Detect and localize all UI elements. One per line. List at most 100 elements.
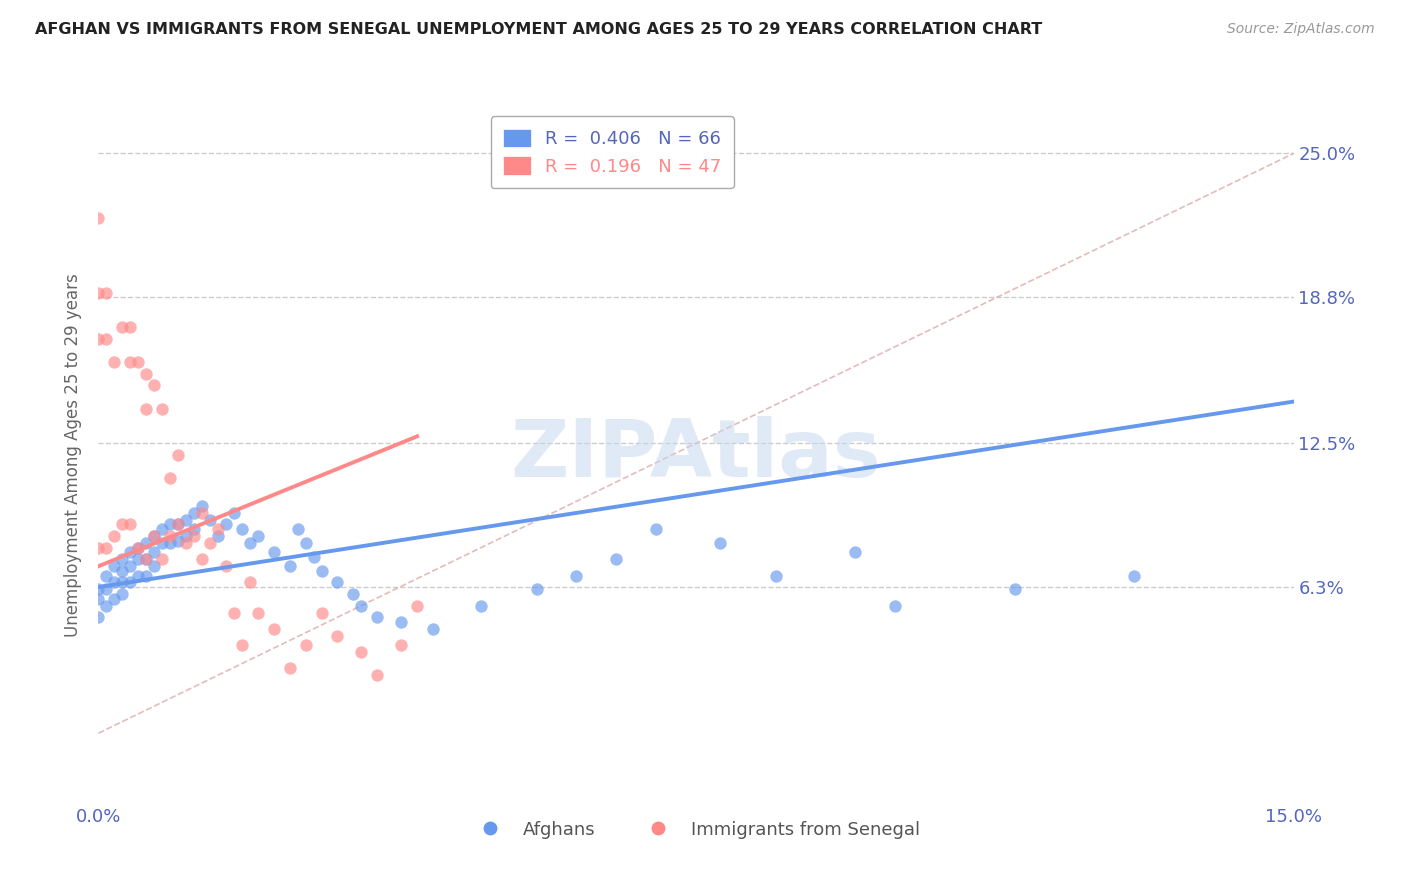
Point bbox=[246, 606, 269, 620]
Point bbox=[342, 587, 364, 601]
Point bbox=[120, 320, 142, 334]
Point bbox=[96, 599, 118, 613]
Point bbox=[263, 622, 285, 636]
Point bbox=[103, 591, 125, 606]
Point bbox=[198, 536, 221, 550]
Point bbox=[174, 529, 197, 543]
Point bbox=[1004, 582, 1026, 597]
Point bbox=[120, 517, 142, 532]
Point bbox=[167, 533, 190, 548]
Point bbox=[159, 536, 181, 550]
Point bbox=[215, 559, 238, 574]
Point bbox=[294, 638, 316, 652]
Point bbox=[167, 517, 190, 532]
Point bbox=[150, 401, 173, 416]
Point bbox=[120, 545, 142, 559]
Point bbox=[150, 536, 173, 550]
Point bbox=[87, 285, 110, 300]
Point bbox=[111, 575, 134, 590]
Point bbox=[326, 629, 349, 643]
Point bbox=[350, 599, 373, 613]
Point bbox=[198, 513, 221, 527]
Point bbox=[87, 582, 110, 597]
Point bbox=[366, 668, 388, 682]
Point bbox=[135, 568, 157, 582]
Point bbox=[135, 401, 157, 416]
Point bbox=[127, 541, 149, 555]
Point bbox=[143, 545, 166, 559]
Point bbox=[87, 211, 110, 226]
Point bbox=[111, 587, 134, 601]
Point bbox=[111, 517, 134, 532]
Point bbox=[263, 545, 285, 559]
Point bbox=[422, 622, 444, 636]
Point bbox=[406, 599, 429, 613]
Y-axis label: Unemployment Among Ages 25 to 29 years: Unemployment Among Ages 25 to 29 years bbox=[65, 273, 83, 637]
Point bbox=[96, 582, 118, 597]
Point bbox=[844, 545, 866, 559]
Point bbox=[207, 529, 229, 543]
Point bbox=[167, 448, 190, 462]
Point bbox=[143, 529, 166, 543]
Point bbox=[103, 559, 125, 574]
Point bbox=[111, 320, 134, 334]
Point bbox=[127, 541, 149, 555]
Point bbox=[239, 536, 262, 550]
Point bbox=[143, 378, 166, 392]
Point bbox=[884, 599, 907, 613]
Point bbox=[222, 506, 245, 520]
Point bbox=[645, 522, 668, 536]
Point bbox=[135, 552, 157, 566]
Point bbox=[135, 536, 157, 550]
Point bbox=[278, 559, 301, 574]
Point bbox=[765, 568, 787, 582]
Point bbox=[526, 582, 548, 597]
Point bbox=[191, 552, 214, 566]
Point bbox=[183, 529, 205, 543]
Point bbox=[127, 568, 149, 582]
Point bbox=[278, 661, 301, 675]
Point bbox=[167, 517, 190, 532]
Point bbox=[389, 615, 412, 629]
Point bbox=[96, 541, 118, 555]
Point bbox=[565, 568, 588, 582]
Point bbox=[150, 522, 173, 536]
Point bbox=[239, 575, 262, 590]
Point bbox=[389, 638, 412, 652]
Text: AFGHAN VS IMMIGRANTS FROM SENEGAL UNEMPLOYMENT AMONG AGES 25 TO 29 YEARS CORRELA: AFGHAN VS IMMIGRANTS FROM SENEGAL UNEMPL… bbox=[35, 22, 1042, 37]
Text: Source: ZipAtlas.com: Source: ZipAtlas.com bbox=[1227, 22, 1375, 37]
Point bbox=[135, 552, 157, 566]
Point bbox=[231, 522, 253, 536]
Point bbox=[294, 536, 316, 550]
Point bbox=[174, 513, 197, 527]
Point bbox=[191, 499, 214, 513]
Point bbox=[174, 536, 197, 550]
Point bbox=[709, 536, 731, 550]
Point bbox=[87, 541, 110, 555]
Point bbox=[96, 568, 118, 582]
Point bbox=[159, 517, 181, 532]
Point bbox=[231, 638, 253, 652]
Point bbox=[311, 606, 333, 620]
Point bbox=[143, 559, 166, 574]
Point bbox=[120, 575, 142, 590]
Point bbox=[143, 529, 166, 543]
Point bbox=[207, 522, 229, 536]
Point bbox=[127, 355, 149, 369]
Point bbox=[150, 552, 173, 566]
Point bbox=[127, 552, 149, 566]
Point bbox=[111, 552, 134, 566]
Point bbox=[87, 332, 110, 346]
Point bbox=[366, 610, 388, 624]
Point bbox=[103, 575, 125, 590]
Point bbox=[159, 471, 181, 485]
Text: ZIPAtlas: ZIPAtlas bbox=[510, 416, 882, 494]
Point bbox=[246, 529, 269, 543]
Point bbox=[302, 549, 325, 564]
Point bbox=[191, 506, 214, 520]
Point bbox=[135, 367, 157, 381]
Point bbox=[96, 332, 118, 346]
Point bbox=[605, 552, 627, 566]
Legend: Afghans, Immigrants from Senegal: Afghans, Immigrants from Senegal bbox=[465, 814, 927, 846]
Point bbox=[87, 610, 110, 624]
